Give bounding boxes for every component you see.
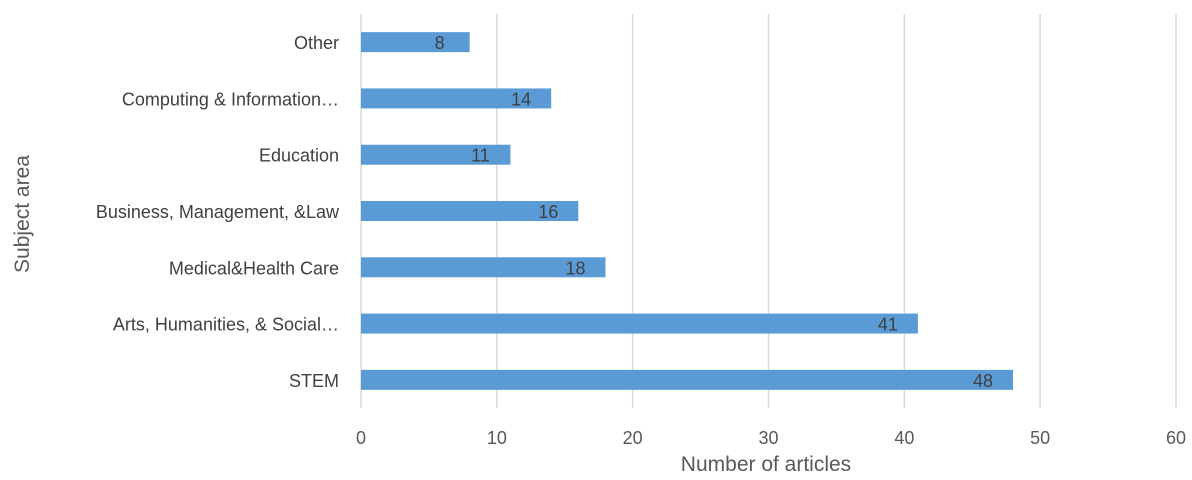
bar (361, 144, 511, 165)
bar-value-label: 11 (471, 146, 490, 166)
gridlines (360, 14, 1177, 408)
category-label: Other (294, 33, 339, 53)
category-label: Business, Management, &Law (96, 202, 340, 222)
bar-value-label: 16 (538, 202, 558, 222)
bar-value-label: 18 (565, 258, 585, 278)
x-tick-label: 10 (487, 428, 507, 448)
bars (361, 32, 1013, 390)
bar (361, 313, 918, 334)
data-labels: 48 41 18 16 11 14 8 (435, 33, 993, 391)
category-label: Medical&Health Care (169, 258, 339, 278)
bar-value-label: 8 (435, 33, 445, 53)
bar-value-label: 14 (511, 89, 531, 109)
x-tick-label: 60 (1166, 428, 1186, 448)
category-label: Arts, Humanities, & Social… (113, 315, 339, 335)
value-axis-ticks: 0 10 20 30 40 50 60 (356, 428, 1186, 448)
category-label: Education (259, 146, 339, 166)
bar (361, 32, 470, 53)
bar (361, 369, 1013, 390)
bar-value-label: 48 (973, 371, 993, 391)
y-axis-title: Subject area (11, 155, 34, 273)
x-tick-label: 20 (623, 428, 643, 448)
bar (361, 257, 606, 278)
x-tick-label: 30 (758, 428, 778, 448)
category-axis-labels: STEM Arts, Humanities, & Social… Medical&H… (96, 33, 340, 391)
bar (361, 201, 579, 221)
bar (361, 88, 552, 109)
bar-value-label: 41 (878, 315, 898, 335)
x-tick-label: 0 (356, 428, 366, 448)
category-label: Computing & Information… (122, 89, 339, 109)
x-tick-label: 40 (894, 428, 914, 448)
x-tick-label: 50 (1030, 428, 1050, 448)
x-axis-title: Number of articles (681, 453, 851, 476)
category-label: STEM (289, 371, 339, 391)
